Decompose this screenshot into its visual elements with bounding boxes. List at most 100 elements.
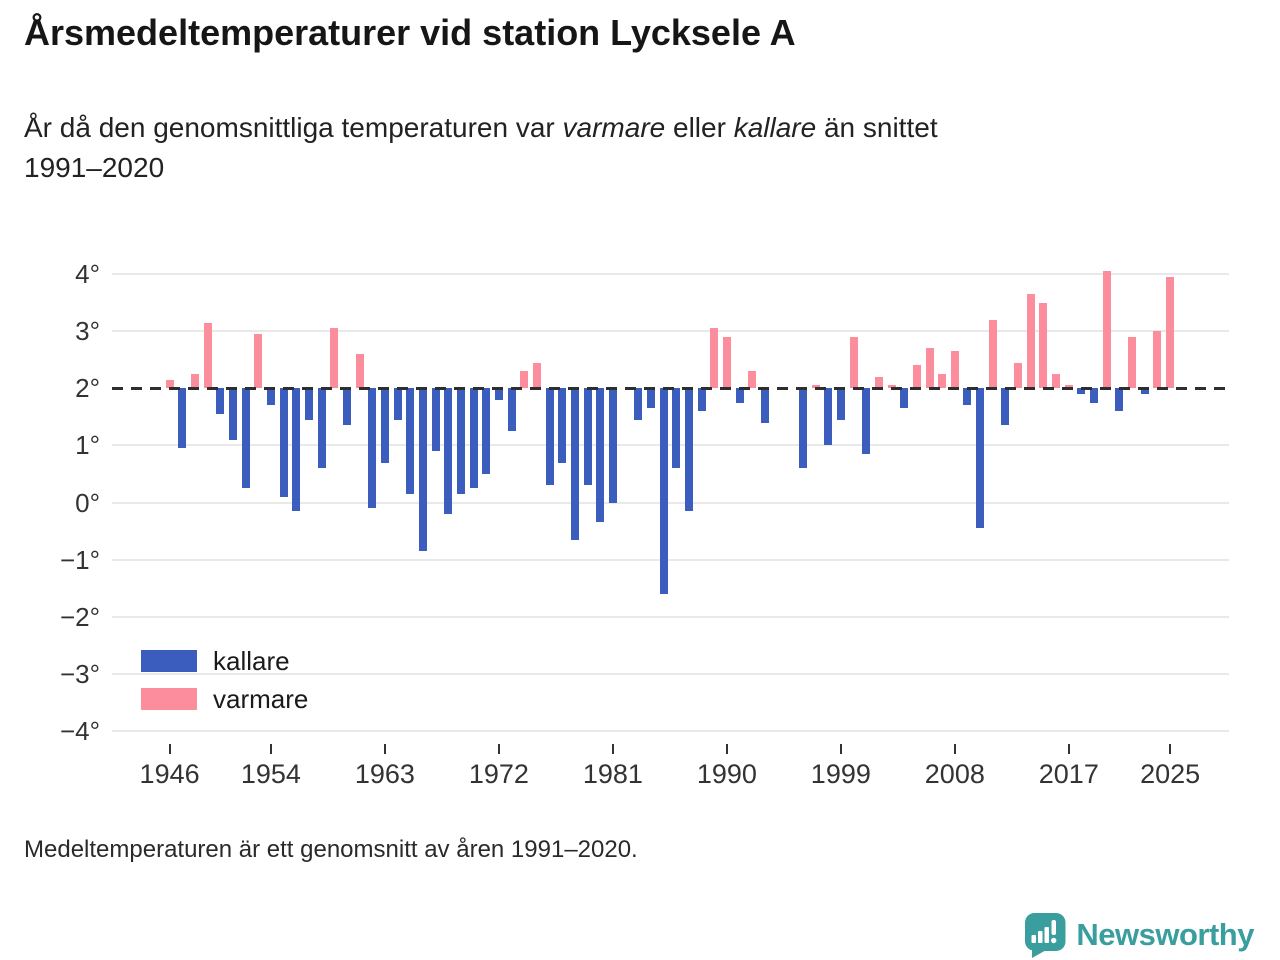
bar-1947 — [178, 388, 187, 449]
x-axis-tick-1990 — [725, 744, 728, 754]
bar-1954 — [266, 388, 275, 406]
legend-swatch-kallare — [141, 650, 197, 672]
bar-2016 — [1052, 373, 1061, 389]
subtitle-italic-varmare: varmare — [562, 112, 666, 143]
gridline-−3° — [112, 672, 1229, 675]
x-axis-tick-1972 — [497, 744, 500, 754]
bar-1970 — [469, 388, 478, 489]
subtitle-italic-kallare: kallare — [733, 112, 817, 143]
bar-2005 — [912, 365, 921, 389]
bar-2011 — [988, 319, 997, 389]
bar-1946 — [165, 379, 174, 389]
newsworthy-logo-text: Newsworthy — [1076, 917, 1254, 952]
bar-2025 — [1166, 276, 1175, 389]
bar-2009 — [963, 388, 972, 406]
bar-2008 — [950, 351, 959, 389]
gridline-3° — [112, 330, 1229, 333]
legend-swatch-varmare — [141, 688, 197, 710]
bar-1951 — [228, 388, 237, 440]
bar-1969 — [456, 388, 465, 494]
bar-1992 — [748, 371, 757, 389]
y-axis-label-0°: 0° — [75, 487, 100, 518]
x-axis-label-2025: 2025 — [1140, 759, 1201, 789]
bar-2015 — [1039, 302, 1048, 389]
x-axis-tick-1999 — [839, 744, 842, 754]
bar-1998 — [824, 388, 833, 446]
bar-1996 — [798, 388, 807, 469]
subtitle-text: eller — [665, 112, 734, 143]
bar-1977 — [558, 388, 567, 463]
y-axis-label-4°: 4° — [75, 259, 100, 289]
bar-1963 — [380, 388, 389, 463]
bar-1975 — [532, 362, 541, 389]
bar-1999 — [836, 388, 845, 420]
bar-2007 — [938, 373, 947, 389]
bar-1966 — [418, 388, 427, 552]
bar-2002 — [874, 376, 883, 389]
bar-1990 — [722, 336, 731, 389]
x-axis-tick-2008 — [953, 744, 956, 754]
bar-1948 — [190, 373, 199, 389]
bar-2019 — [1090, 388, 1099, 403]
y-axis-label-1°: 1° — [75, 430, 100, 461]
legend-label-varmare: varmare — [213, 684, 309, 714]
bar-1973 — [507, 388, 516, 432]
bar-1958 — [317, 388, 326, 469]
bar-1965 — [406, 388, 415, 494]
bar-chart-plot-area: 4° 3° 2° 1° 0° −1° −2° −3° −4° 1946 1954 1963 1972 19… — [60, 259, 1229, 789]
x-axis-label-1954: 1954 — [240, 759, 301, 789]
y-axis-label-−1°: −1° — [59, 544, 100, 575]
baseline-2deg — [112, 387, 1229, 391]
gridline-4° — [112, 273, 1229, 275]
bar-1952 — [241, 388, 250, 489]
bar-1960 — [342, 388, 351, 426]
x-axis-label-1972: 1972 — [468, 759, 529, 789]
bar-2014 — [1026, 293, 1035, 389]
bar-1983 — [634, 388, 643, 420]
bar-2021 — [1115, 388, 1124, 412]
bar-1964 — [393, 388, 402, 420]
y-axis-label-−3°: −3° — [59, 658, 100, 689]
y-axis-label-−2°: −2° — [59, 601, 100, 632]
x-axis-label-1963: 1963 — [354, 759, 415, 789]
bar-1980 — [596, 388, 605, 523]
gridline-−4° — [112, 730, 1229, 732]
bar-2004 — [900, 388, 909, 409]
bar-1984 — [646, 388, 655, 409]
bar-2006 — [925, 348, 934, 389]
bar-1987 — [684, 388, 693, 512]
bar-2012 — [1001, 388, 1010, 426]
bar-2018 — [1077, 388, 1086, 394]
bar-2017 — [1064, 385, 1073, 389]
bar-1967 — [431, 388, 440, 452]
subtitle-text: År då den genomsnittliga temperaturen va… — [24, 112, 563, 143]
bar-1974 — [520, 371, 529, 389]
x-axis-label-1981: 1981 — [582, 759, 643, 789]
bar-2010 — [976, 388, 985, 529]
bar-1989 — [710, 328, 719, 389]
bar-2020 — [1102, 271, 1111, 389]
x-axis-tick-1963 — [383, 744, 386, 754]
bar-1979 — [583, 388, 592, 486]
x-axis-label-2008: 2008 — [924, 759, 985, 789]
bar-1991 — [735, 388, 744, 403]
bar-1968 — [444, 388, 453, 514]
subtitle-line2: 1991–2020 — [24, 152, 165, 183]
bar-2023 — [1140, 388, 1149, 394]
bar-1976 — [545, 388, 554, 486]
bar-1985 — [659, 388, 668, 594]
newsworthy-logo-icon — [1025, 912, 1066, 958]
bar-1950 — [216, 388, 225, 414]
x-axis-tick-1981 — [611, 744, 614, 754]
bar-1997 — [811, 385, 820, 389]
bar-2013 — [1014, 362, 1023, 389]
bar-1981 — [608, 388, 617, 503]
gridline-−1° — [112, 558, 1229, 561]
bar-1955 — [279, 388, 288, 497]
bar-2001 — [862, 388, 871, 454]
x-axis-tick-1954 — [269, 744, 272, 754]
bar-2003 — [887, 385, 896, 389]
x-axis-tick-2017 — [1067, 744, 1070, 754]
legend-label-kallare: kallare — [213, 646, 290, 676]
bar-2000 — [849, 336, 858, 389]
